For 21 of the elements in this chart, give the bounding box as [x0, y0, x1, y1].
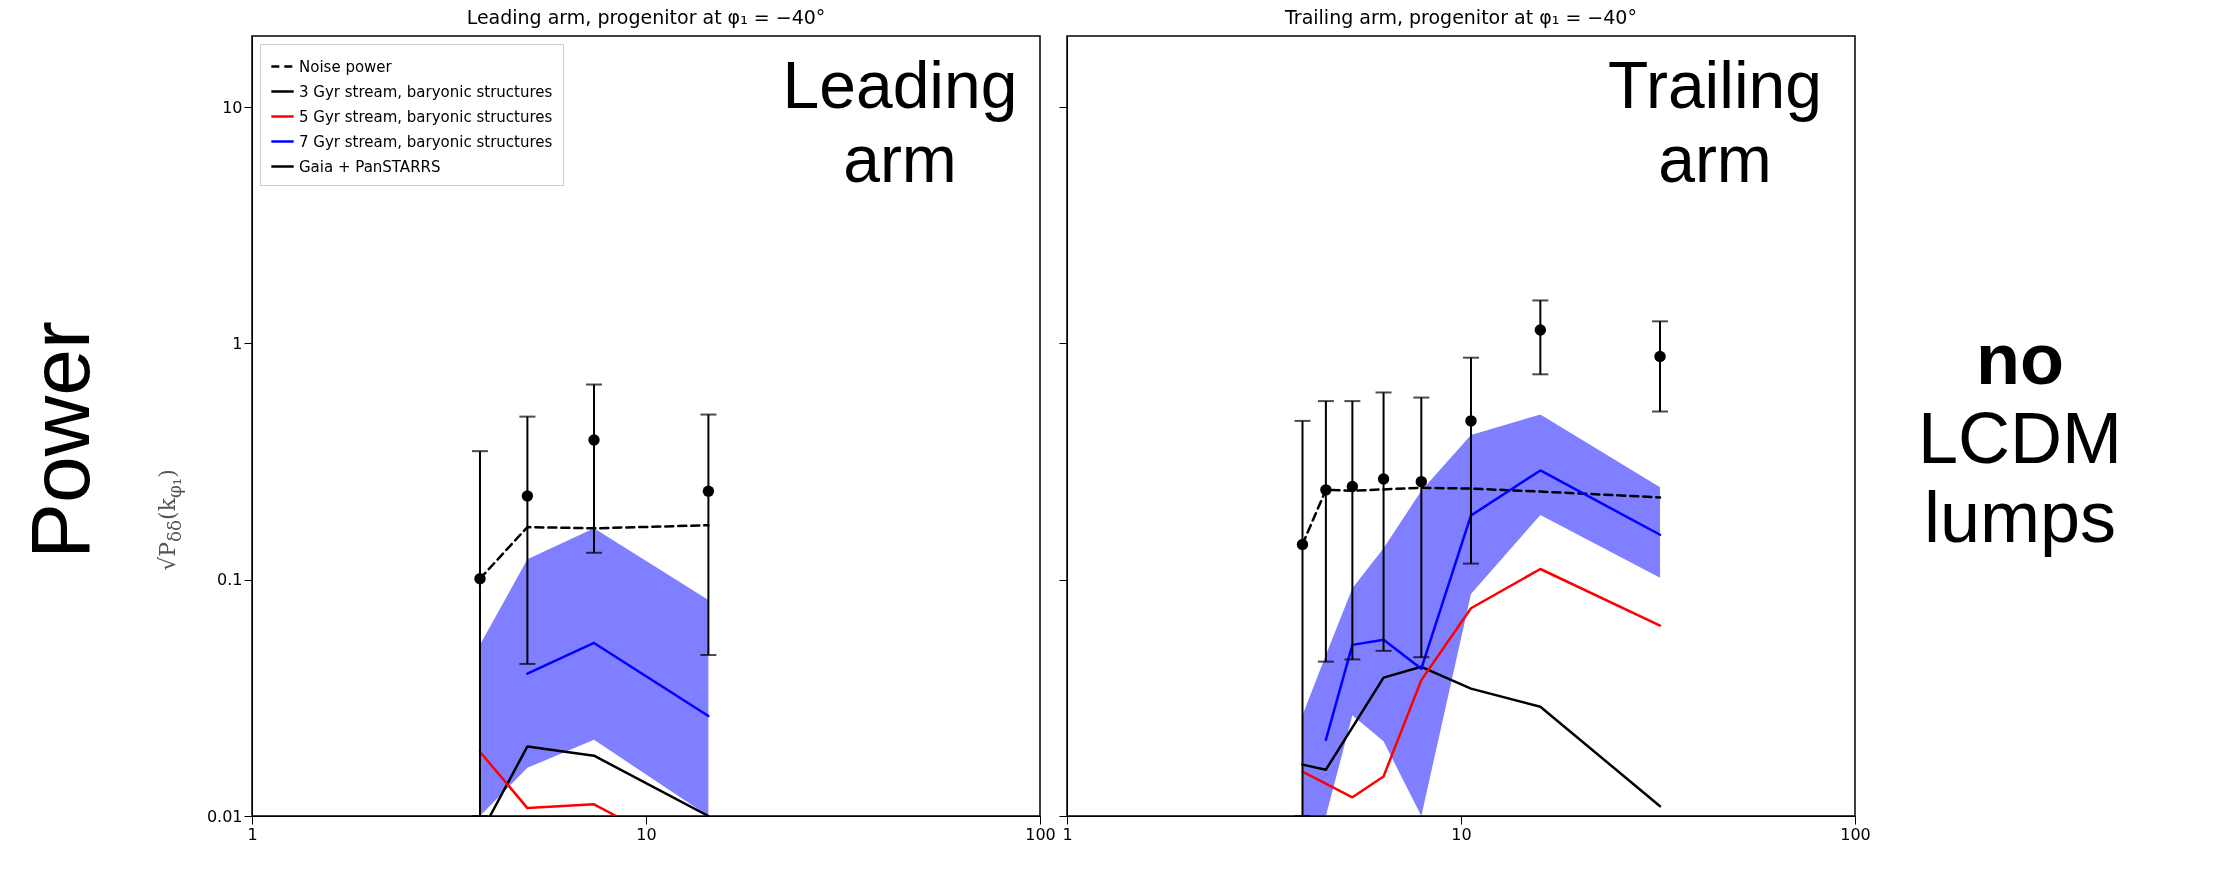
- legend-label: Noise power: [299, 57, 393, 76]
- text: no LCDM lumps: [1917, 319, 2123, 558]
- legend-label: Gaia + PanSTARRS: [299, 157, 441, 176]
- x-tick-label: 10: [636, 824, 657, 844]
- legend-label: 7 Gyr stream, baryonic structures: [299, 132, 553, 151]
- y-tick-label: 0.1: [217, 570, 243, 590]
- y-tick-label: 1: [232, 333, 243, 353]
- legend-label: 3 Gyr stream, baryonic structures: [299, 82, 553, 101]
- annotation: Trailing arm: [1608, 48, 1822, 196]
- x-tick-label: 100: [1840, 824, 1871, 844]
- y-tick-label: 0.01: [206, 806, 243, 826]
- annotation: Leading arm: [782, 48, 1018, 196]
- y-tick-label: 10: [222, 97, 243, 117]
- x-tick-label: 10: [1451, 824, 1472, 844]
- text: Power: [12, 320, 107, 560]
- chart-title: Trailing arm, progenitor at φ₁ = −40°: [1284, 6, 1637, 28]
- x-tick-label: 100: [1025, 824, 1056, 844]
- legend-label: 5 Gyr stream, baryonic structures: [299, 107, 553, 126]
- chart-title: Leading arm, progenitor at φ₁ = −40°: [466, 6, 826, 28]
- x-tick-label: 1: [247, 824, 258, 844]
- x-tick-label: 1: [1062, 824, 1073, 844]
